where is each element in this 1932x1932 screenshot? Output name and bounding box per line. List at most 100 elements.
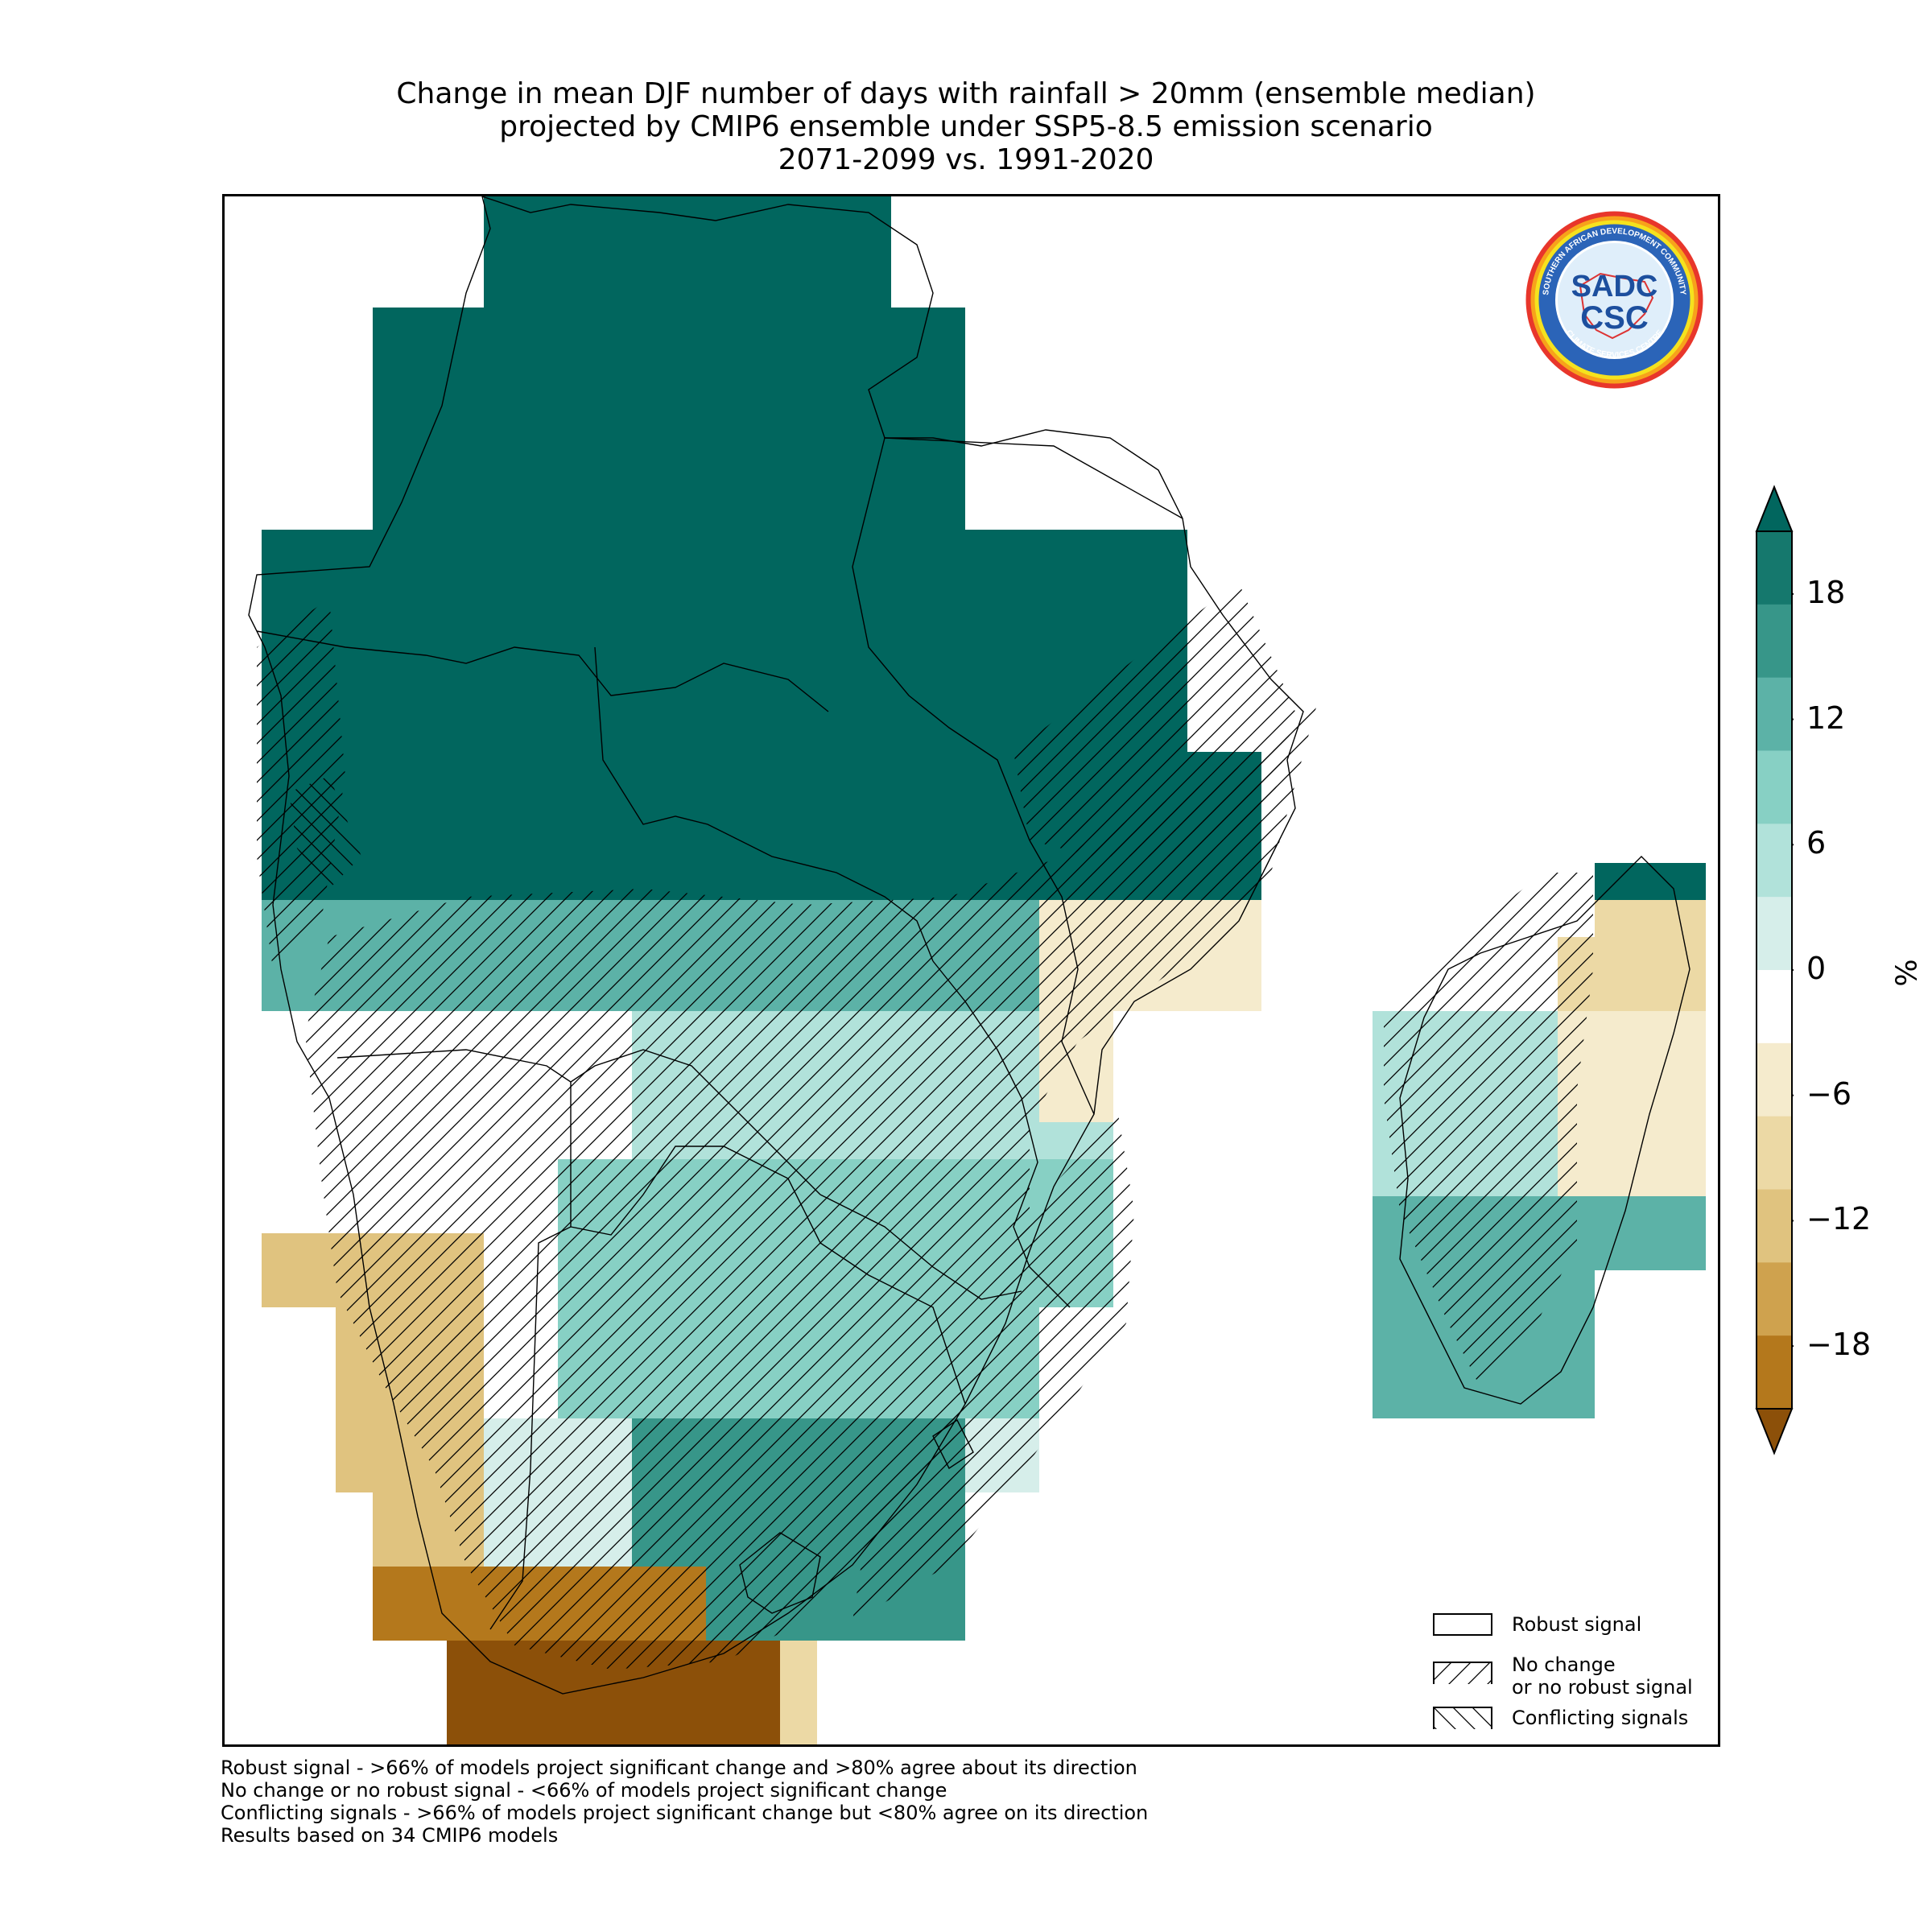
grid-cell <box>706 1715 743 1744</box>
grid-cell <box>484 567 521 604</box>
grid-cell <box>780 678 817 715</box>
grid-cell <box>1039 530 1076 567</box>
border-malawi <box>1029 840 1095 1115</box>
grid-cell <box>632 456 669 493</box>
grid-cell <box>558 530 595 567</box>
grid-cell <box>1595 1122 1632 1159</box>
grid-cell <box>521 752 558 789</box>
grid-cell <box>410 752 447 789</box>
grid-cell <box>595 530 632 567</box>
logo-text-main: SADC <box>1571 270 1658 303</box>
grid-cell <box>780 715 817 752</box>
chart-title: Change in mean DJF number of days with r… <box>0 77 1932 176</box>
grid-cell <box>373 1567 410 1604</box>
grid-cell <box>1595 1011 1632 1048</box>
grid-cell <box>743 196 780 233</box>
grid-cell <box>410 382 447 419</box>
grid-cell <box>521 826 558 863</box>
grid-cell <box>484 270 521 308</box>
grid-cell <box>965 752 1002 789</box>
grid-cell <box>1632 1048 1669 1085</box>
grid-cell <box>854 567 891 604</box>
grid-cell <box>558 233 595 270</box>
grid-cell <box>1150 567 1187 604</box>
grid-cell <box>817 789 854 826</box>
grid-cell <box>743 493 780 530</box>
grid-cell <box>854 270 891 308</box>
grid-cell <box>558 641 595 678</box>
legend-swatch-robust <box>1433 1613 1492 1636</box>
colorbar-segment <box>1757 824 1792 898</box>
grid-cell <box>743 715 780 752</box>
grid-cell <box>928 493 965 530</box>
grid-cell <box>1558 1270 1595 1307</box>
grid-cell <box>1632 974 1669 1011</box>
grid-cell <box>1002 567 1039 604</box>
grid-cell <box>484 752 521 789</box>
grid-cell <box>484 789 521 826</box>
grid-cell <box>410 678 447 715</box>
grid-cell <box>632 826 669 863</box>
grid-cell <box>595 270 632 308</box>
grid-cell <box>780 493 817 530</box>
grid-cell <box>595 789 632 826</box>
grid-cell <box>817 641 854 678</box>
grid-cell <box>706 308 743 345</box>
grid-cell <box>632 233 669 270</box>
title-line-3: 2071-2099 vs. 1991-2020 <box>778 143 1154 176</box>
grid-cell <box>410 493 447 530</box>
grid-cell <box>891 308 928 345</box>
grid-cell <box>669 641 706 678</box>
footnote-conflicting: Conflicting signals - >66% of models pro… <box>221 1802 1149 1824</box>
grid-cell <box>521 196 558 233</box>
grid-cell <box>373 1604 410 1641</box>
border-tanzania <box>884 437 1183 519</box>
grid-cell <box>1373 1307 1410 1344</box>
grid-cell <box>336 1455 373 1492</box>
grid-cell <box>891 456 928 493</box>
grid-cell <box>447 345 484 382</box>
grid-cell <box>928 1604 965 1641</box>
grid-cell <box>743 789 780 826</box>
title-line-1: Change in mean DJF number of days with r… <box>396 77 1536 110</box>
grid-cell <box>743 530 780 567</box>
grid-cell <box>484 1641 521 1678</box>
grid-cell <box>373 1418 410 1455</box>
grid-cell <box>780 233 817 270</box>
grid-cell <box>669 604 706 641</box>
grid-cell <box>484 382 521 419</box>
grid-cell <box>780 456 817 493</box>
grid-cell <box>817 604 854 641</box>
grid-cell <box>854 604 891 641</box>
grid-cell <box>262 1122 299 1159</box>
grid-cell <box>595 493 632 530</box>
grid-cell <box>1632 1011 1669 1048</box>
grid-cell <box>928 604 965 641</box>
grid-cell <box>780 530 817 567</box>
grid-cell <box>558 270 595 308</box>
grid-cell <box>1632 1122 1669 1159</box>
grid-cell <box>558 1715 595 1744</box>
grid-cell <box>706 382 743 419</box>
grid-cell <box>891 715 928 752</box>
map-canvas <box>248 196 1706 1744</box>
colorbar-tick-label: −18 <box>1806 1327 1872 1363</box>
grid-cell <box>595 678 632 715</box>
colorbar-tick-label: 18 <box>1806 574 1846 610</box>
grid-cell <box>928 382 965 419</box>
grid-cell <box>632 530 669 567</box>
grid-cell <box>1039 567 1076 604</box>
grid-cell <box>558 789 595 826</box>
colorbar-segment <box>1757 750 1792 824</box>
grid-cell <box>521 308 558 345</box>
grid-cell <box>521 493 558 530</box>
grid-cell <box>1558 1344 1595 1381</box>
grid-cell <box>373 789 410 826</box>
grid-cell <box>1632 937 1669 974</box>
grid-cell <box>854 493 891 530</box>
grid-cell <box>1187 974 1224 1011</box>
colorbar-tick-label: 12 <box>1806 700 1846 736</box>
grid-cell <box>1076 567 1113 604</box>
grid-cell <box>1410 1381 1447 1418</box>
grid-cell <box>965 678 1002 715</box>
